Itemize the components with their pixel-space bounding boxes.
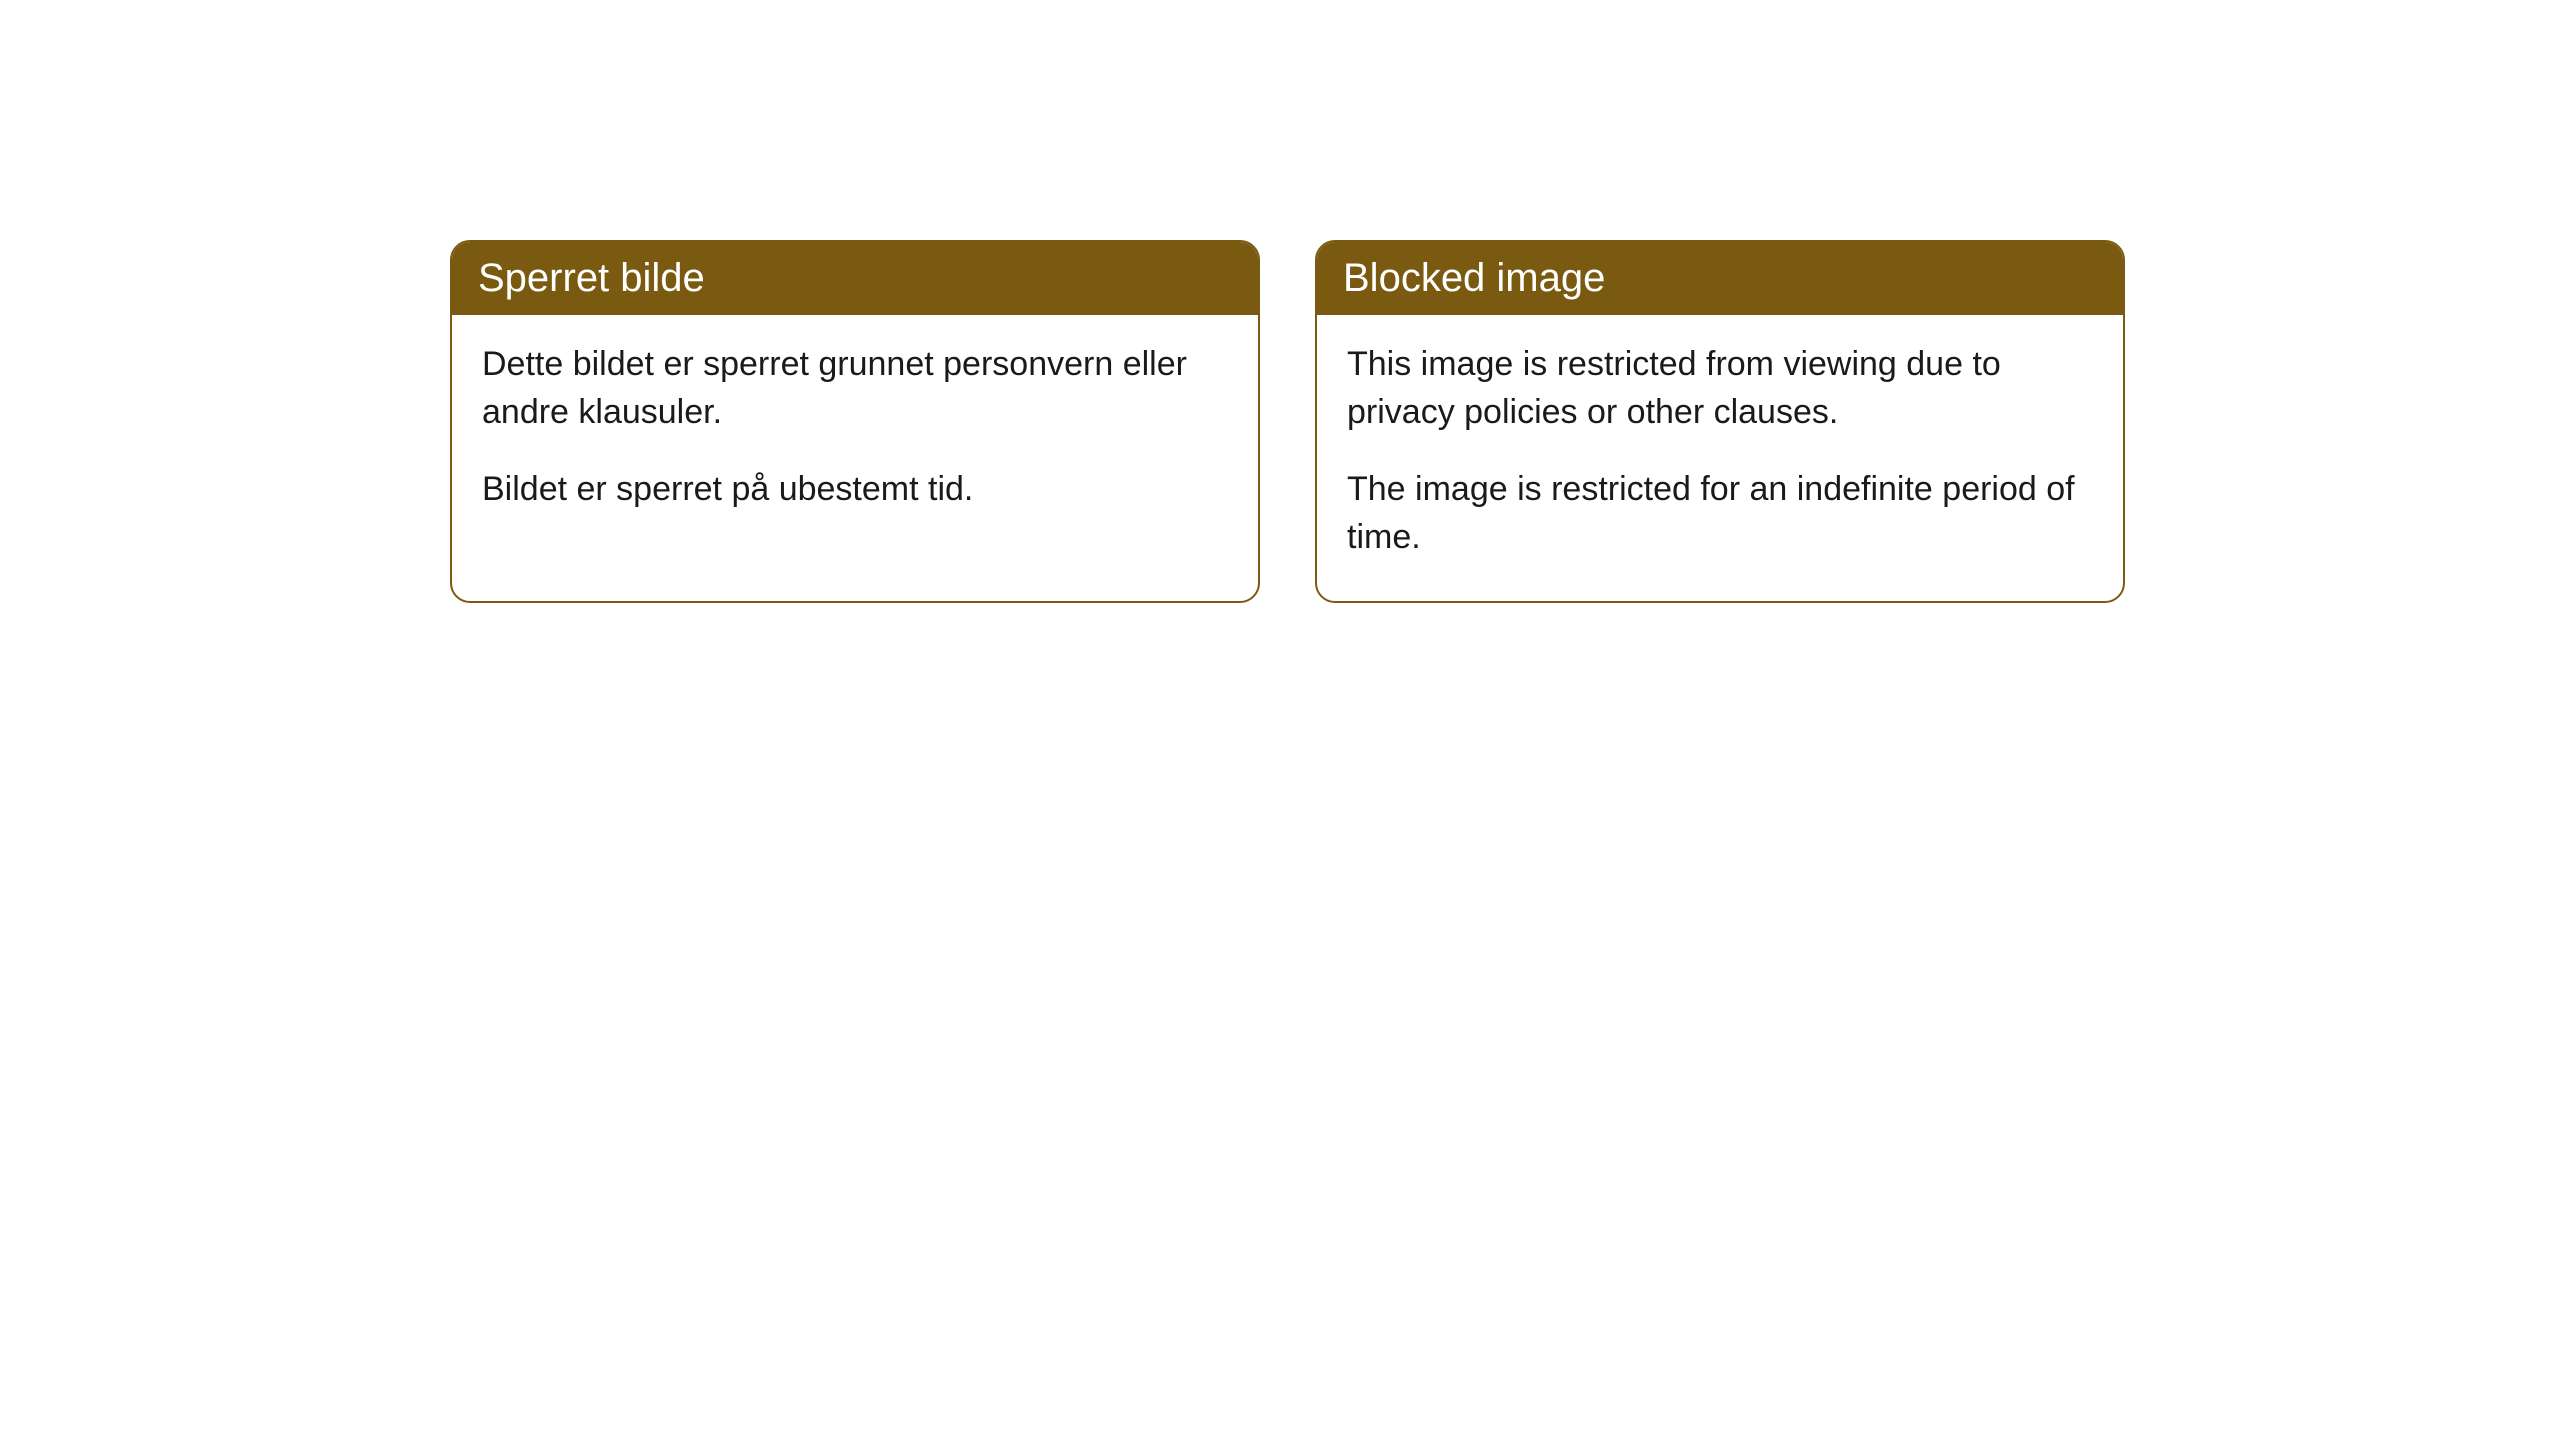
- card-header: Blocked image: [1317, 242, 2123, 315]
- card-paragraph: Bildet er sperret på ubestemt tid.: [482, 466, 1228, 514]
- card-body: Dette bildet er sperret grunnet personve…: [452, 315, 1258, 554]
- card-body: This image is restricted from viewing du…: [1317, 315, 2123, 601]
- blocked-image-card-norwegian: Sperret bilde Dette bildet er sperret gr…: [450, 240, 1260, 603]
- card-paragraph: This image is restricted from viewing du…: [1347, 341, 2093, 436]
- notice-cards-container: Sperret bilde Dette bildet er sperret gr…: [0, 0, 2560, 603]
- card-paragraph: Dette bildet er sperret grunnet personve…: [482, 341, 1228, 436]
- card-paragraph: The image is restricted for an indefinit…: [1347, 466, 2093, 561]
- card-title: Sperret bilde: [478, 256, 705, 300]
- card-header: Sperret bilde: [452, 242, 1258, 315]
- card-title: Blocked image: [1343, 256, 1605, 300]
- blocked-image-card-english: Blocked image This image is restricted f…: [1315, 240, 2125, 603]
